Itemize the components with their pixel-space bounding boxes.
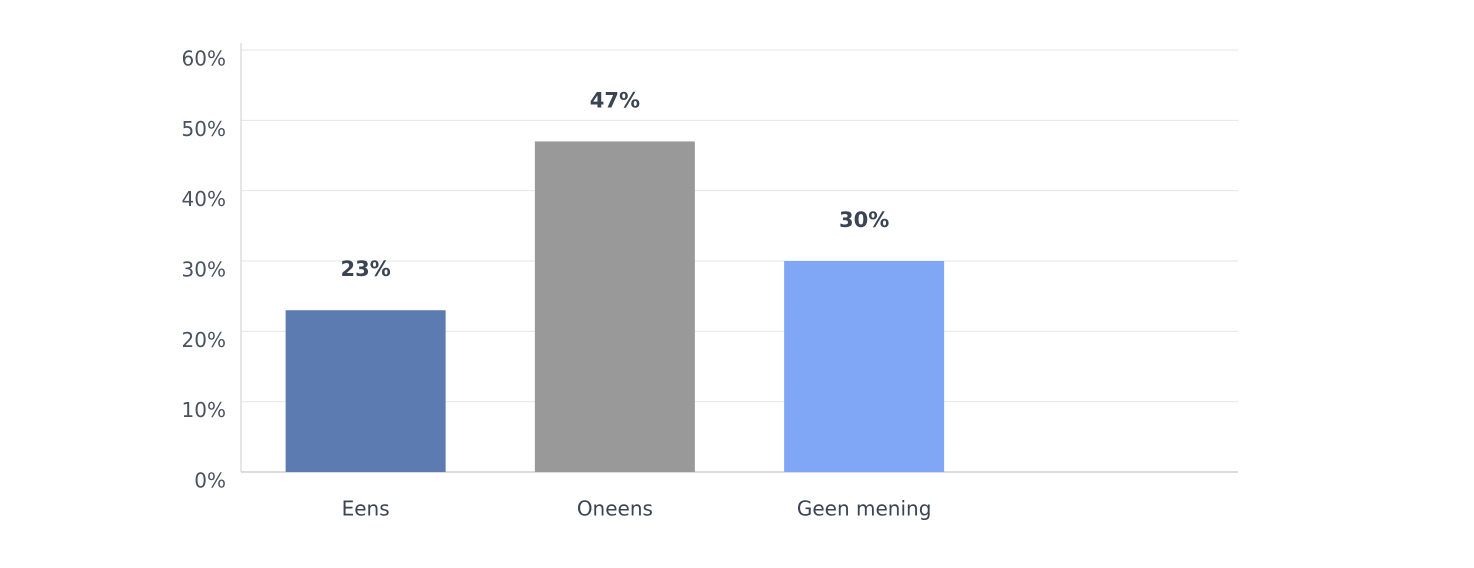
value-label: 47%: [590, 88, 640, 112]
bar: [784, 261, 945, 472]
y-tick-label: 60%: [182, 47, 226, 71]
value-label: 23%: [340, 257, 390, 281]
y-tick-label: 30%: [182, 258, 226, 282]
y-tick-label: 50%: [182, 117, 226, 141]
bar: [285, 310, 446, 472]
y-tick-label: 0%: [194, 469, 226, 493]
y-tick-label: 10%: [182, 398, 226, 422]
x-tick-label: Oneens: [577, 497, 653, 521]
y-tick-label: 20%: [182, 328, 226, 352]
bar: [534, 141, 695, 472]
y-tick-label: 40%: [182, 187, 226, 211]
x-tick-label: Eens: [342, 497, 390, 521]
value-label: 30%: [839, 208, 889, 232]
x-tick-label: Geen mening: [797, 497, 932, 521]
